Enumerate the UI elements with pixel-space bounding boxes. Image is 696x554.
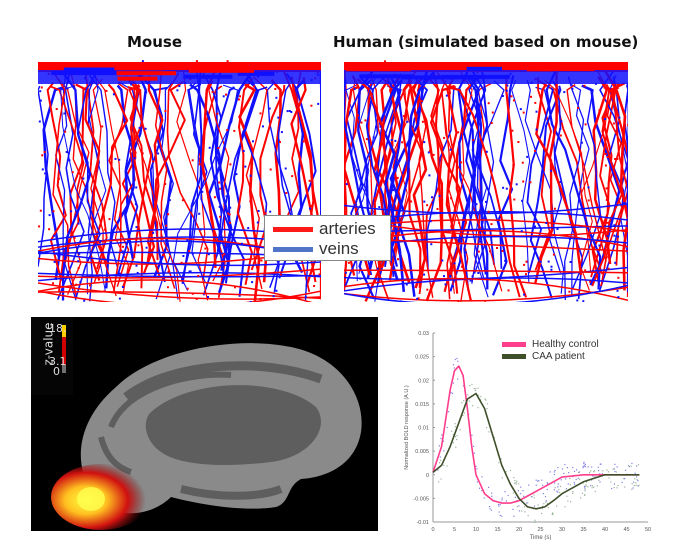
human-panel-title: Human (simulated based on mouse) [333, 33, 639, 51]
arteries-swatch [273, 226, 313, 232]
veins-swatch [273, 246, 313, 252]
svg-text:0.02: 0.02 [418, 378, 429, 384]
colorbar-threshold: 3.1 [49, 355, 67, 368]
svg-text:0.03: 0.03 [418, 331, 429, 337]
svg-text:0.015: 0.015 [415, 402, 429, 408]
svg-text:10: 10 [473, 527, 479, 533]
vessel-legend: arteries veins [264, 215, 391, 261]
svg-text:35: 35 [580, 527, 586, 533]
mouse-vasculature-image [38, 60, 321, 302]
legend-label: arteries [319, 219, 376, 238]
svg-text:25: 25 [537, 527, 543, 533]
svg-text:0.025: 0.025 [415, 355, 429, 361]
svg-text:5: 5 [453, 527, 456, 533]
svg-text:40: 40 [602, 527, 608, 533]
svg-text:0.01: 0.01 [418, 426, 429, 432]
svg-text:0: 0 [426, 473, 429, 479]
svg-text:Normalized BOLD response (A.U.: Normalized BOLD response (A.U.) [404, 385, 410, 470]
svg-text:0: 0 [431, 527, 434, 533]
svg-text:0.005: 0.005 [415, 449, 429, 455]
svg-text:50: 50 [645, 527, 651, 533]
svg-text:15: 15 [494, 527, 500, 533]
brain-activation-map: z-value 18. 3.1 0 [31, 317, 378, 531]
svg-text:Time (s): Time (s) [530, 535, 552, 540]
legend-item-veins: veins [273, 239, 359, 259]
mouse-panel-title: Mouse [127, 33, 183, 51]
svg-text:CAA patient: CAA patient [532, 351, 585, 362]
human-vasculature-image [344, 60, 628, 302]
colorbar-min: 0 [53, 365, 60, 378]
legend-label: veins [319, 239, 359, 258]
svg-text:-0.005: -0.005 [413, 496, 429, 502]
svg-text:-0.01: -0.01 [416, 520, 429, 526]
legend-item-arteries: arteries [273, 219, 376, 239]
svg-text:30: 30 [559, 527, 565, 533]
colorbar-max: 18. [49, 322, 67, 335]
bold-response-chart: 0.030.0250.020.0150.010.0050-0.005-0.010… [404, 331, 651, 540]
svg-text:45: 45 [623, 527, 629, 533]
svg-text:Healthy control: Healthy control [532, 339, 599, 350]
svg-text:20: 20 [516, 527, 522, 533]
inflated-brain-surface [31, 317, 362, 530]
